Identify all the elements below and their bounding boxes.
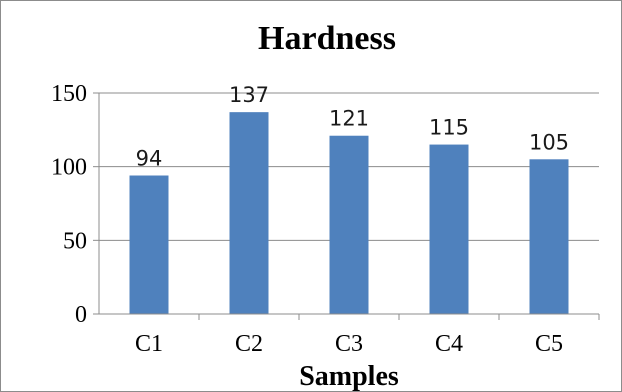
y-tick-label: 150	[51, 81, 87, 107]
chart-title: Hardness	[258, 20, 396, 57]
labels: 0 50 100 150 C1 94 C2 137 C3 121 C4 115 C5 105	[51, 81, 569, 357]
bars	[129, 112, 569, 314]
bar-c4	[429, 144, 469, 314]
bar-c3	[329, 135, 369, 314]
bar-c2	[229, 112, 269, 314]
data-label: 94	[136, 147, 163, 171]
x-axis-title: Samples	[299, 361, 399, 391]
bar-c1	[129, 175, 169, 314]
data-label: 121	[329, 107, 369, 131]
y-tick-label: 0	[75, 302, 87, 328]
x-tick-label: C5	[535, 331, 563, 357]
y-tick-label: 100	[51, 155, 87, 181]
x-tick-label: C4	[435, 331, 463, 357]
x-tick-label: C1	[135, 331, 163, 357]
bar-c5	[529, 159, 569, 314]
data-label: 115	[429, 116, 469, 140]
data-label: 137	[229, 83, 269, 107]
x-tick-label: C2	[235, 331, 263, 357]
data-label: 105	[529, 130, 569, 154]
y-tick-label: 50	[63, 228, 87, 254]
axes	[93, 92, 600, 320]
x-tick-label: C3	[335, 331, 363, 357]
